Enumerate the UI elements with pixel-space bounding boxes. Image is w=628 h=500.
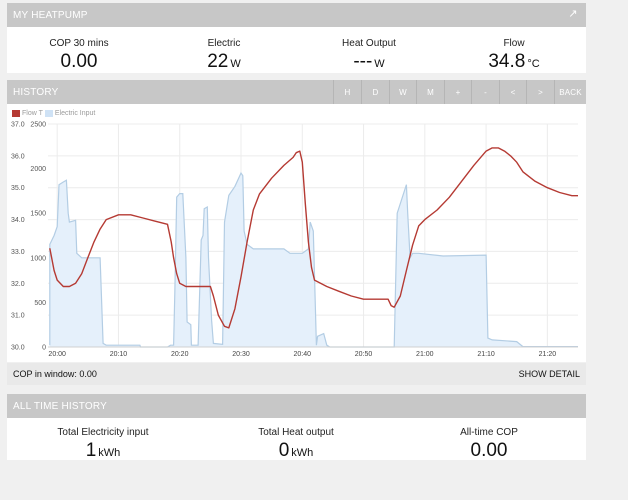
stat-label: Heat Output <box>342 38 396 49</box>
all-time-header: ALL TIME HISTORY <box>7 394 586 418</box>
hour-button[interactable]: H <box>333 80 361 104</box>
pan-right-button[interactable]: > <box>526 80 554 104</box>
stat-value: 1 <box>85 440 97 461</box>
cop-30-stat: COP 30 mins 0.00 <box>7 27 151 73</box>
heatpump-title: MY HEATPUMP <box>13 9 88 21</box>
stat-unit: °C <box>527 58 540 70</box>
stat-unit: kWh <box>98 447 121 459</box>
stat-value: 22 <box>207 51 229 72</box>
history-title: HISTORY <box>13 86 59 98</box>
stat-label: All-time COP <box>460 427 518 438</box>
stat-unit: W <box>374 58 385 70</box>
stat-value: 0 <box>278 440 290 461</box>
expand-arrow-icon[interactable]: ↗ <box>568 8 578 20</box>
stat-value: 0.00 <box>470 440 508 461</box>
heatpump-header: MY HEATPUMP ↗ <box>7 3 586 27</box>
stat-value: 0.00 <box>60 51 98 72</box>
heat-output-stat: Heat Output --- W <box>297 27 441 73</box>
zoom-out-button[interactable]: - <box>471 80 499 104</box>
stat-label: Flow <box>503 38 525 49</box>
stat-label: Total Electricity input <box>57 427 149 438</box>
heatpump-stats: COP 30 mins 0.00 Electric 22 W Heat Outpu… <box>7 27 586 73</box>
stat-value: 34.8 <box>488 51 526 72</box>
stat-label: Total Heat output <box>258 427 334 438</box>
stat-label: COP 30 mins <box>49 38 109 49</box>
all-time-cop-stat: All-time COP 0.00 <box>393 418 585 462</box>
electric-stat: Electric 22 W <box>152 27 296 73</box>
stat-unit: kWh <box>291 447 314 459</box>
all-time-stats: Total Electricity input 1 kWh Total Heat … <box>7 418 586 462</box>
heat-output-total-stat: Total Heat output 0 kWh <box>200 418 392 462</box>
chart-legend: Flow T Electric Input <box>12 110 95 117</box>
stat-label: Electric <box>207 38 241 49</box>
all-time-title: ALL TIME HISTORY <box>13 400 107 412</box>
week-button[interactable]: W <box>389 80 416 104</box>
stat-unit: W <box>230 58 241 70</box>
cop-window-bar: COP in window: 0.00 SHOW DETAIL <box>7 363 586 385</box>
history-chart-area <box>7 104 586 362</box>
back-button[interactable]: BACK <box>554 80 586 104</box>
flow-legend-swatch <box>12 110 20 117</box>
legend-label: Electric Input <box>54 110 96 117</box>
legend-label: Flow T <box>22 110 43 117</box>
month-button[interactable]: M <box>416 80 444 104</box>
history-controls: H D W M + - < > BACK <box>333 80 586 104</box>
zoom-in-button[interactable]: + <box>444 80 471 104</box>
history-header: HISTORY H D W M + - < > BACK <box>7 80 586 104</box>
show-detail-button[interactable]: SHOW DETAIL <box>518 369 580 379</box>
electricity-input-stat: Total Electricity input 1 kWh <box>7 418 199 462</box>
cop-window-text: COP in window: 0.00 <box>13 369 97 379</box>
electric-legend-swatch <box>44 110 53 117</box>
flow-stat: Flow 34.8 °C <box>442 27 586 73</box>
pan-left-button[interactable]: < <box>499 80 526 104</box>
day-button[interactable]: D <box>361 80 389 104</box>
stat-value: --- <box>353 51 373 72</box>
